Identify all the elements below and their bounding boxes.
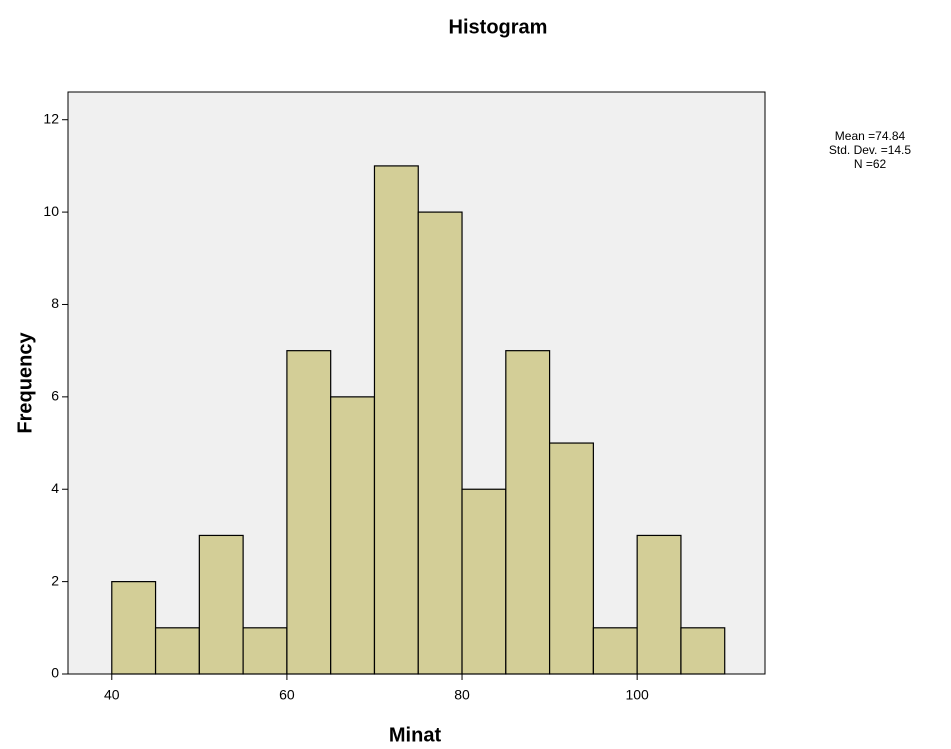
x-tick-label: 100 [625, 687, 649, 703]
y-axis-label: Frequency [14, 332, 36, 434]
y-tick-label: 4 [51, 480, 59, 496]
y-tick-label: 12 [43, 110, 59, 126]
bar [198, 534, 244, 675]
bar [548, 442, 594, 675]
y-tick-label: 8 [51, 295, 59, 311]
bar [636, 534, 682, 675]
bar [286, 350, 332, 675]
bar [505, 350, 551, 675]
bar [111, 581, 157, 675]
bar [373, 165, 419, 675]
y-tick-label: 0 [51, 665, 59, 681]
y-tick-label: 6 [51, 388, 59, 404]
y-tick-label: 10 [43, 203, 59, 219]
chart-title: Histogram [449, 16, 548, 38]
bar [154, 627, 200, 675]
bar [417, 211, 463, 675]
bar [330, 396, 376, 675]
x-tick-label: 40 [104, 687, 120, 703]
annotation: Mean =74.84 [835, 129, 906, 143]
x-axis-label: Minat [389, 724, 442, 746]
bar [242, 627, 288, 675]
bar [461, 488, 507, 675]
x-tick-label: 60 [279, 687, 295, 703]
y-tick-label: 2 [51, 572, 59, 588]
annotation: N =62 [854, 157, 887, 171]
bar [592, 627, 638, 675]
annotation: Std. Dev. =14.5 [829, 143, 911, 157]
bar [680, 627, 726, 675]
x-tick-label: 80 [454, 687, 470, 703]
